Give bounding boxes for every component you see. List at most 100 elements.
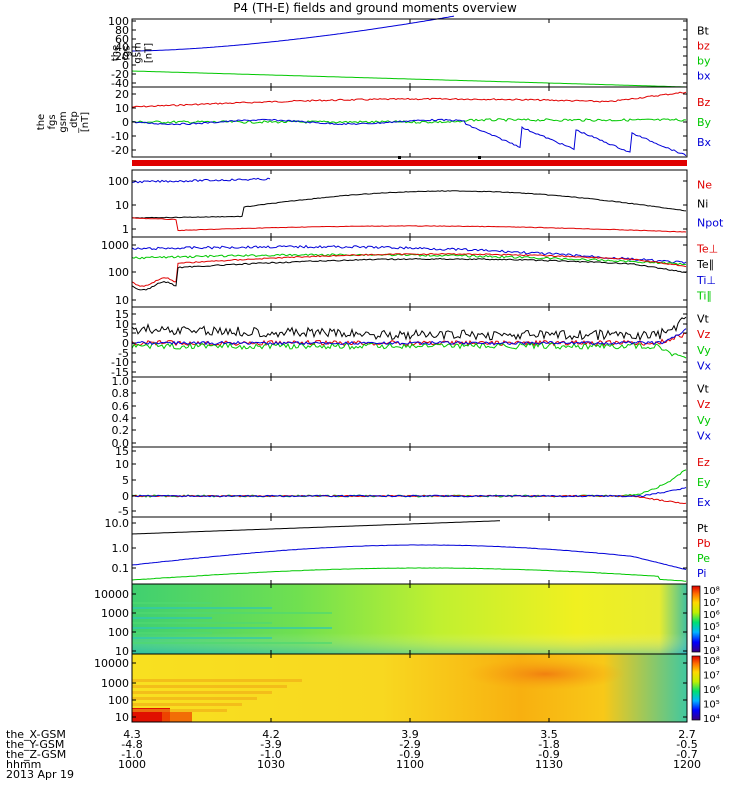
y-axis-label-line: the xyxy=(111,45,122,61)
x-axis-date: 2013 Apr 19 xyxy=(6,768,74,781)
ion-band xyxy=(132,632,212,634)
y-tick-label: 0.8 xyxy=(112,387,130,400)
y-tick-label: 5 xyxy=(122,327,129,340)
y-tick-label: 10 xyxy=(115,318,129,331)
legend-peir-velocity-2: Vy xyxy=(697,344,711,357)
colorbar-label: 10⁷ xyxy=(703,671,720,682)
series-by-dsl xyxy=(132,118,687,124)
legend-density-1: Ni xyxy=(697,198,708,211)
x-axis-value: -0.7 xyxy=(676,748,697,761)
x-axis-value: -0.9 xyxy=(538,748,559,761)
electron-band xyxy=(132,691,272,694)
legend-efield-0: Ez xyxy=(697,456,710,469)
y-tick-label: 10 xyxy=(115,294,129,307)
series-ey xyxy=(131,469,687,498)
y-tick-label: 1 xyxy=(122,223,129,236)
y-tick-label: 10000 xyxy=(94,657,129,670)
x-axis-value: -3.9 xyxy=(260,738,281,751)
y-tick-label: 15 xyxy=(115,445,129,458)
x-axis-row-label: the_Z-GSM xyxy=(6,748,66,761)
colorbar-label: 10⁴ xyxy=(703,634,720,645)
y-tick-label: 1000 xyxy=(101,239,129,252)
ion-band xyxy=(132,612,332,614)
series-npot xyxy=(131,177,271,184)
y-tick-label: -10 xyxy=(111,356,129,369)
series-by xyxy=(131,70,687,88)
y-tick-label: 15 xyxy=(115,308,129,321)
y-tick-label: 5 xyxy=(122,474,129,487)
electron-band xyxy=(132,685,287,688)
series-vy xyxy=(131,342,687,359)
legend-fgs-dsl-2: Bx xyxy=(697,136,712,149)
y-tick-label: 1000 xyxy=(101,607,129,620)
y-axis-label-line: _dtp xyxy=(69,111,80,134)
y-tick-label: 100 xyxy=(108,15,129,28)
y-tick-label: 1.0 xyxy=(112,375,130,388)
x-axis-value: 1030 xyxy=(257,758,285,771)
x-axis-value: 2.7 xyxy=(678,728,696,741)
colorbar-label: 10⁶ xyxy=(703,610,720,621)
legend-density-2: Npot xyxy=(697,217,724,230)
y-axis-label-line: fgs xyxy=(47,114,58,129)
y-axis-label-line: fgs xyxy=(122,45,133,60)
y-tick-label: 100 xyxy=(108,266,129,279)
y-tick-label: 0.4 xyxy=(112,412,130,425)
series-te-perp xyxy=(131,252,687,287)
colorbar-peer-eflux xyxy=(691,655,701,721)
panel-frame-fgs-gsm xyxy=(131,18,688,88)
legend-peer-velocity-1: Vz xyxy=(697,398,711,411)
y-tick-label: 10.0 xyxy=(105,517,130,530)
x-axis-value: -2.9 xyxy=(399,738,420,751)
y-tick-label: 0.2 xyxy=(112,424,130,437)
y-tick-label: 10 xyxy=(115,711,129,724)
legend-efield-2: Ex xyxy=(697,496,711,509)
series-ni xyxy=(131,190,687,219)
y-tick-label: -40 xyxy=(111,77,129,90)
legend-pressure-2: Pe xyxy=(697,552,710,565)
series-te-par xyxy=(131,257,687,291)
electron-band xyxy=(132,709,227,712)
legend-peir-velocity-0: Vt xyxy=(697,313,710,326)
x-axis-row-label: hhmm xyxy=(6,758,41,771)
series-vt xyxy=(131,316,687,342)
ion-band xyxy=(132,637,272,639)
series-ti-par xyxy=(131,253,687,266)
legend-fgs-gsm-0: Bt xyxy=(697,24,710,37)
x-axis-row-label: the_X-GSM xyxy=(6,728,66,741)
mode-bar xyxy=(132,160,687,166)
y-tick-label: 1.0 xyxy=(112,542,130,555)
legend-density-0: Ne xyxy=(697,178,712,191)
y-tick-label: 10000 xyxy=(94,588,129,601)
y-axis-label-line: the xyxy=(36,114,47,130)
colorbar-label: 10⁶ xyxy=(703,685,720,696)
ion-band xyxy=(132,622,272,624)
y-tick-label: 0.0 xyxy=(112,437,130,450)
y-axis-label-fgs-dsl: the fgs gsm _dtp [nT] xyxy=(36,111,91,134)
y-tick-label: 100 xyxy=(108,626,129,639)
y-tick-label: -15 xyxy=(111,366,129,379)
x-axis-value: 1100 xyxy=(396,758,424,771)
electron-band xyxy=(132,697,257,700)
legend-peer-velocity-3: Vx xyxy=(697,429,712,442)
series-bx xyxy=(132,15,455,52)
colorbar-label: 10⁵ xyxy=(703,700,720,711)
y-tick-label: 0 xyxy=(122,59,129,72)
x-axis-value: -1.0 xyxy=(121,748,142,761)
ion-band xyxy=(132,617,212,619)
y-tick-label: 60 xyxy=(115,33,129,46)
y-tick-label: 0.1 xyxy=(112,562,130,575)
x-axis-value: 1130 xyxy=(535,758,563,771)
legend-peer-velocity-2: Vy xyxy=(697,414,711,427)
x-axis-row-label: the_Y-GSM xyxy=(6,738,64,751)
y-tick-label: 0 xyxy=(122,490,129,503)
spectrogram-layer xyxy=(132,584,687,722)
y-tick-label: -20 xyxy=(111,144,129,157)
x-axis-value: -1.0 xyxy=(260,748,281,761)
x-axis-value: 3.9 xyxy=(401,728,419,741)
y-tick-label: 100 xyxy=(108,694,129,707)
x-axis-value: -4.8 xyxy=(121,738,142,751)
ion-band xyxy=(132,602,212,604)
series-pe xyxy=(131,567,687,582)
